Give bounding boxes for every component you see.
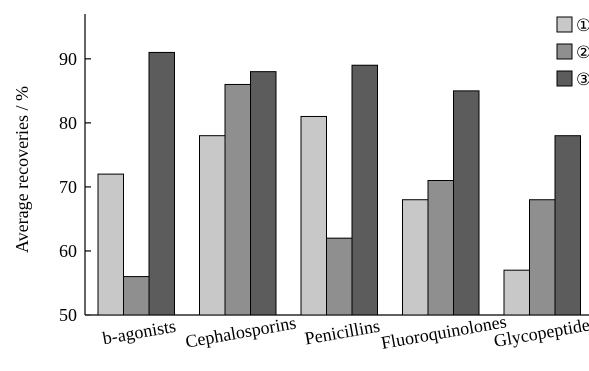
y-ticks: 50 60 70 80 90 <box>59 49 91 325</box>
bar <box>427 180 454 316</box>
y-tick-label: 90 <box>59 49 77 69</box>
legend-swatch <box>556 70 573 87</box>
y-tick-label: 50 <box>59 305 77 325</box>
legend: ① ② ③ <box>556 16 589 90</box>
bar <box>250 71 277 316</box>
bar <box>402 199 429 316</box>
bar <box>123 276 150 316</box>
legend-label: ② <box>576 43 589 63</box>
legend-swatch <box>556 43 573 60</box>
category-label: Glycopeptides <box>492 313 589 351</box>
bars <box>97 51 581 316</box>
y-tick-label: 70 <box>59 177 77 197</box>
bar <box>529 199 556 316</box>
y-tick-label: 80 <box>59 113 77 133</box>
category-label: Cephalosporins <box>184 313 298 352</box>
bar <box>199 135 226 316</box>
category-label: Penicillins <box>303 316 381 349</box>
category-label: Fluoroquinolones <box>379 311 508 353</box>
bar <box>224 83 251 316</box>
y-tick-label: 60 <box>59 241 77 261</box>
bar <box>351 64 378 316</box>
bar <box>148 51 175 316</box>
bar <box>97 173 124 316</box>
bar <box>326 237 353 316</box>
category-label: b-agonists <box>101 316 177 349</box>
bar <box>554 135 581 316</box>
bar <box>503 269 530 316</box>
legend-label: ③ <box>576 70 589 90</box>
legend-swatch <box>556 16 573 33</box>
legend-label: ① <box>576 16 589 36</box>
category-labels: b-agonists Cephalosporins PenicillinsFluor… <box>101 311 589 353</box>
bar <box>453 90 480 316</box>
bar <box>300 115 327 316</box>
y-axis-label: Average recoveries / % <box>12 86 32 253</box>
